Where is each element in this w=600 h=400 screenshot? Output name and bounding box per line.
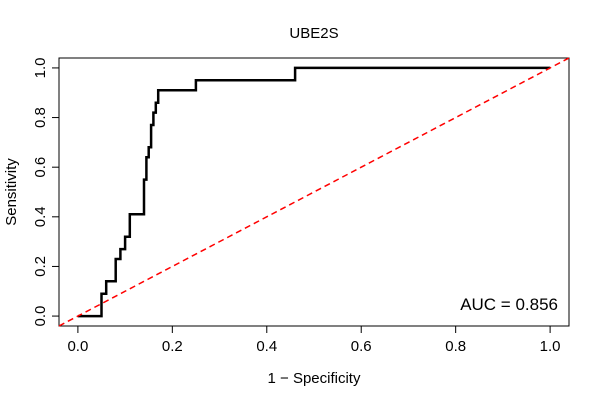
y-tick-label: 0.8: [32, 107, 49, 128]
y-tick-label: 0.2: [32, 256, 49, 277]
y-tick-label: 0.4: [32, 206, 49, 227]
x-tick-label: 0.2: [162, 338, 183, 355]
y-tick-label: 0.6: [32, 157, 49, 178]
x-axis-label: 1 − Specificity: [268, 370, 361, 387]
y-axis-label: Sensitivity: [3, 158, 20, 226]
y-tick-label: 0.0: [32, 306, 49, 327]
chart-title: UBE2S: [289, 25, 338, 42]
y-axis: 0.0 0.2 0.4 0.6 0.8 1.0: [32, 57, 60, 327]
series-layer: [58, 57, 570, 327]
roc-curve-line: [77, 66, 551, 318]
x-tick-label: 0.0: [67, 338, 88, 355]
x-tick-label: 0.4: [256, 338, 277, 355]
y-tick-label: 1.0: [32, 57, 49, 78]
auc-annotation: AUC = 0.856: [460, 295, 558, 314]
x-tick-label: 0.6: [351, 338, 372, 355]
x-axis: 0.0 0.2 0.4 0.6 0.8 1.0: [67, 325, 561, 355]
x-tick-label: 0.8: [445, 338, 466, 355]
x-tick-label: 1.0: [540, 338, 561, 355]
plot-area-border: [58, 57, 570, 327]
reference-diagonal-line: [58, 57, 570, 327]
